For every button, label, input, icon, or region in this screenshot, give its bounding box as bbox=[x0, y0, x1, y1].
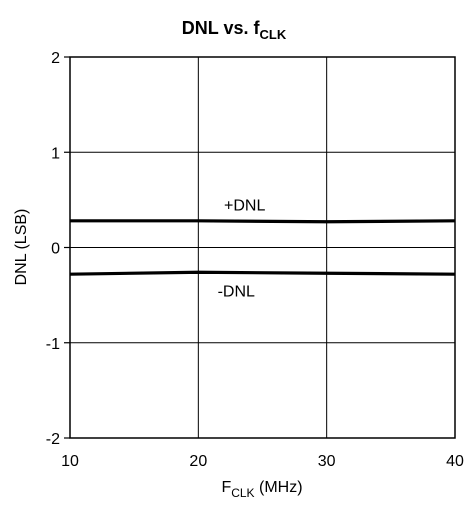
chart-title-main: DNL vs. f bbox=[182, 18, 261, 38]
series-layer bbox=[69, 219, 456, 276]
annotation-minus-dnl: -DNL bbox=[218, 283, 255, 300]
x-axis-label-subscript: CLK bbox=[231, 486, 254, 500]
x-axis-label: FCLK (MHz) bbox=[221, 479, 302, 500]
y-tick-label: 0 bbox=[51, 241, 60, 258]
y-tick-label: 2 bbox=[51, 50, 60, 67]
tick-layer: 10 20 30 40 -2 -1 0 1 2 bbox=[46, 50, 464, 470]
y-axis-label: DNL (LSB) bbox=[13, 209, 30, 286]
grid-layer bbox=[70, 57, 455, 438]
x-axis-label-unit: (MHz) bbox=[255, 479, 303, 496]
y-tick-label: -2 bbox=[46, 431, 60, 448]
series-line-minus-dnl bbox=[69, 270, 456, 276]
y-tick-label: -1 bbox=[46, 336, 60, 353]
x-tick-label: 30 bbox=[318, 453, 336, 470]
annotation-plus-dnl: +DNL bbox=[224, 198, 265, 215]
chart-title: DNL vs. fCLK bbox=[182, 18, 287, 42]
x-tick-label: 20 bbox=[189, 453, 207, 470]
y-tick-label: 1 bbox=[51, 145, 60, 162]
annotation-layer: +DNL -DNL bbox=[218, 198, 266, 301]
x-axis-label-main: F bbox=[221, 479, 231, 496]
chart-title-subscript: CLK bbox=[259, 27, 286, 42]
x-tick-label: 40 bbox=[446, 453, 464, 470]
x-tick-label: 10 bbox=[61, 453, 79, 470]
series-line-plus-dnl bbox=[70, 219, 456, 224]
